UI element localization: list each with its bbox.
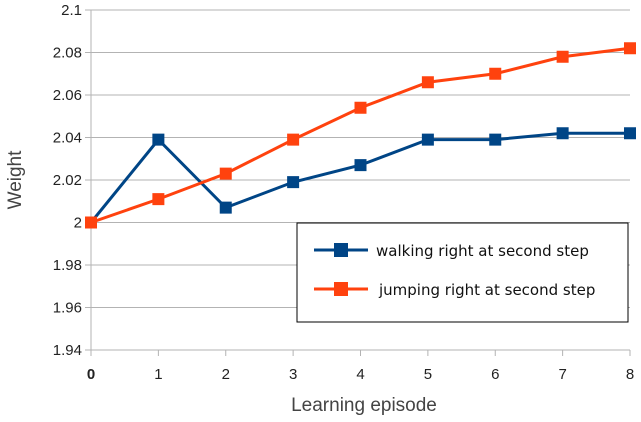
y-axis-title: Weight bbox=[5, 150, 26, 210]
data-point bbox=[354, 159, 367, 172]
data-point bbox=[489, 133, 502, 146]
series-1 bbox=[85, 127, 636, 229]
legend-label: jumping right at second step bbox=[378, 281, 595, 299]
y-tick-label: 2.1 bbox=[61, 2, 82, 19]
legend-label: walking right at second step bbox=[376, 242, 589, 260]
y-tick-label: 2.08 bbox=[53, 45, 82, 62]
data-point bbox=[624, 42, 636, 55]
series bbox=[85, 42, 636, 229]
legend-box bbox=[296, 222, 629, 323]
legend-swatch-marker bbox=[334, 282, 348, 296]
series-2 bbox=[85, 42, 636, 229]
x-tick-label: 1 bbox=[154, 366, 162, 383]
x-tick-label: 6 bbox=[491, 366, 499, 383]
data-point bbox=[556, 127, 569, 140]
x-axis-title: Learning episode bbox=[291, 395, 437, 416]
data-point bbox=[421, 76, 434, 89]
y-tick-label: 1.94 bbox=[53, 342, 82, 359]
series-line bbox=[89, 131, 630, 224]
legend-item: jumping right at second step bbox=[314, 281, 595, 299]
data-point bbox=[624, 127, 636, 140]
x-tick-label: 8 bbox=[626, 366, 634, 383]
data-point bbox=[287, 133, 300, 146]
data-point bbox=[287, 176, 300, 189]
y-tick-label: 1.98 bbox=[53, 257, 82, 274]
data-point bbox=[152, 133, 165, 146]
data-point bbox=[152, 193, 165, 206]
x-tick-label: 4 bbox=[356, 366, 364, 383]
x-axis-tick-labels: 0 1 2 3 4 5 6 7 8 bbox=[87, 366, 634, 383]
x-tick-label: 3 bbox=[289, 366, 297, 383]
y-axis-tick-labels: 1.94 1.96 1.98 2 2.02 2.04 2.06 2.08 2.1 bbox=[53, 2, 82, 359]
x-tick-label: 7 bbox=[558, 366, 566, 383]
legend-swatch-marker bbox=[334, 243, 348, 257]
data-point bbox=[556, 50, 569, 63]
data-point bbox=[219, 201, 232, 214]
x-tick-label: 5 bbox=[424, 366, 432, 383]
data-point bbox=[489, 67, 502, 80]
data-point bbox=[354, 101, 367, 114]
data-point bbox=[219, 167, 232, 180]
y-tick-label: 2 bbox=[74, 215, 82, 232]
x-tick-label: 0 bbox=[87, 366, 95, 383]
data-point bbox=[85, 216, 97, 229]
y-tick-label: 2.06 bbox=[53, 87, 82, 104]
x-tick-label: 2 bbox=[222, 366, 230, 383]
legend: walking right at second step jumping righ… bbox=[296, 222, 629, 323]
legend-item: walking right at second step bbox=[314, 242, 589, 260]
y-tick-label: 2.02 bbox=[53, 172, 82, 189]
gridlines bbox=[91, 9, 630, 351]
data-point bbox=[421, 133, 434, 146]
y-tick-label: 2.04 bbox=[53, 130, 82, 147]
y-tick-label: 1.96 bbox=[53, 300, 82, 317]
